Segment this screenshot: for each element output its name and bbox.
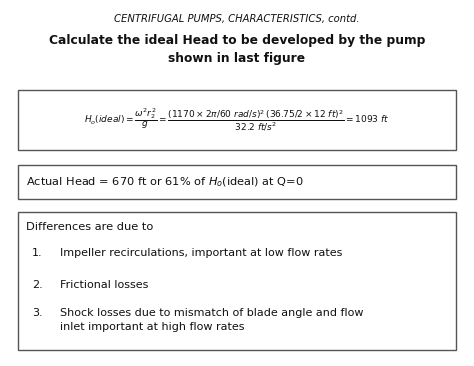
Text: Frictional losses: Frictional losses [60,280,148,290]
Text: Differences are due to: Differences are due to [26,222,154,232]
Bar [18,165,456,199]
Text: $H_o(ideal) = \dfrac{\omega^2 r_2^2}{g} = \dfrac{(1170\times2\pi/60\ \mathit{rad: $H_o(ideal) = \dfrac{\omega^2 r_2^2}{g} … [84,107,390,133]
Text: 2.: 2. [32,280,43,290]
Text: Actual Head = 670 ft or 61% of $H_o$(ideal) at Q=0: Actual Head = 670 ft or 61% of $H_o$(ide… [26,175,304,189]
Text: 1.: 1. [32,248,43,258]
Text: Impeller recirculations, important at low flow rates: Impeller recirculations, important at lo… [60,248,342,258]
Bar [18,212,456,350]
Text: 3.: 3. [32,308,43,318]
Bar [18,90,456,150]
Text: Calculate the ideal Head to be developed by the pump
shown in last figure: Calculate the ideal Head to be developed… [49,34,425,65]
Text: CENTRIFUGAL PUMPS, CHARACTERISTICS, contd.: CENTRIFUGAL PUMPS, CHARACTERISTICS, cont… [114,14,360,24]
Text: Shock losses due to mismatch of blade angle and flow
inlet important at high flo: Shock losses due to mismatch of blade an… [60,308,364,332]
